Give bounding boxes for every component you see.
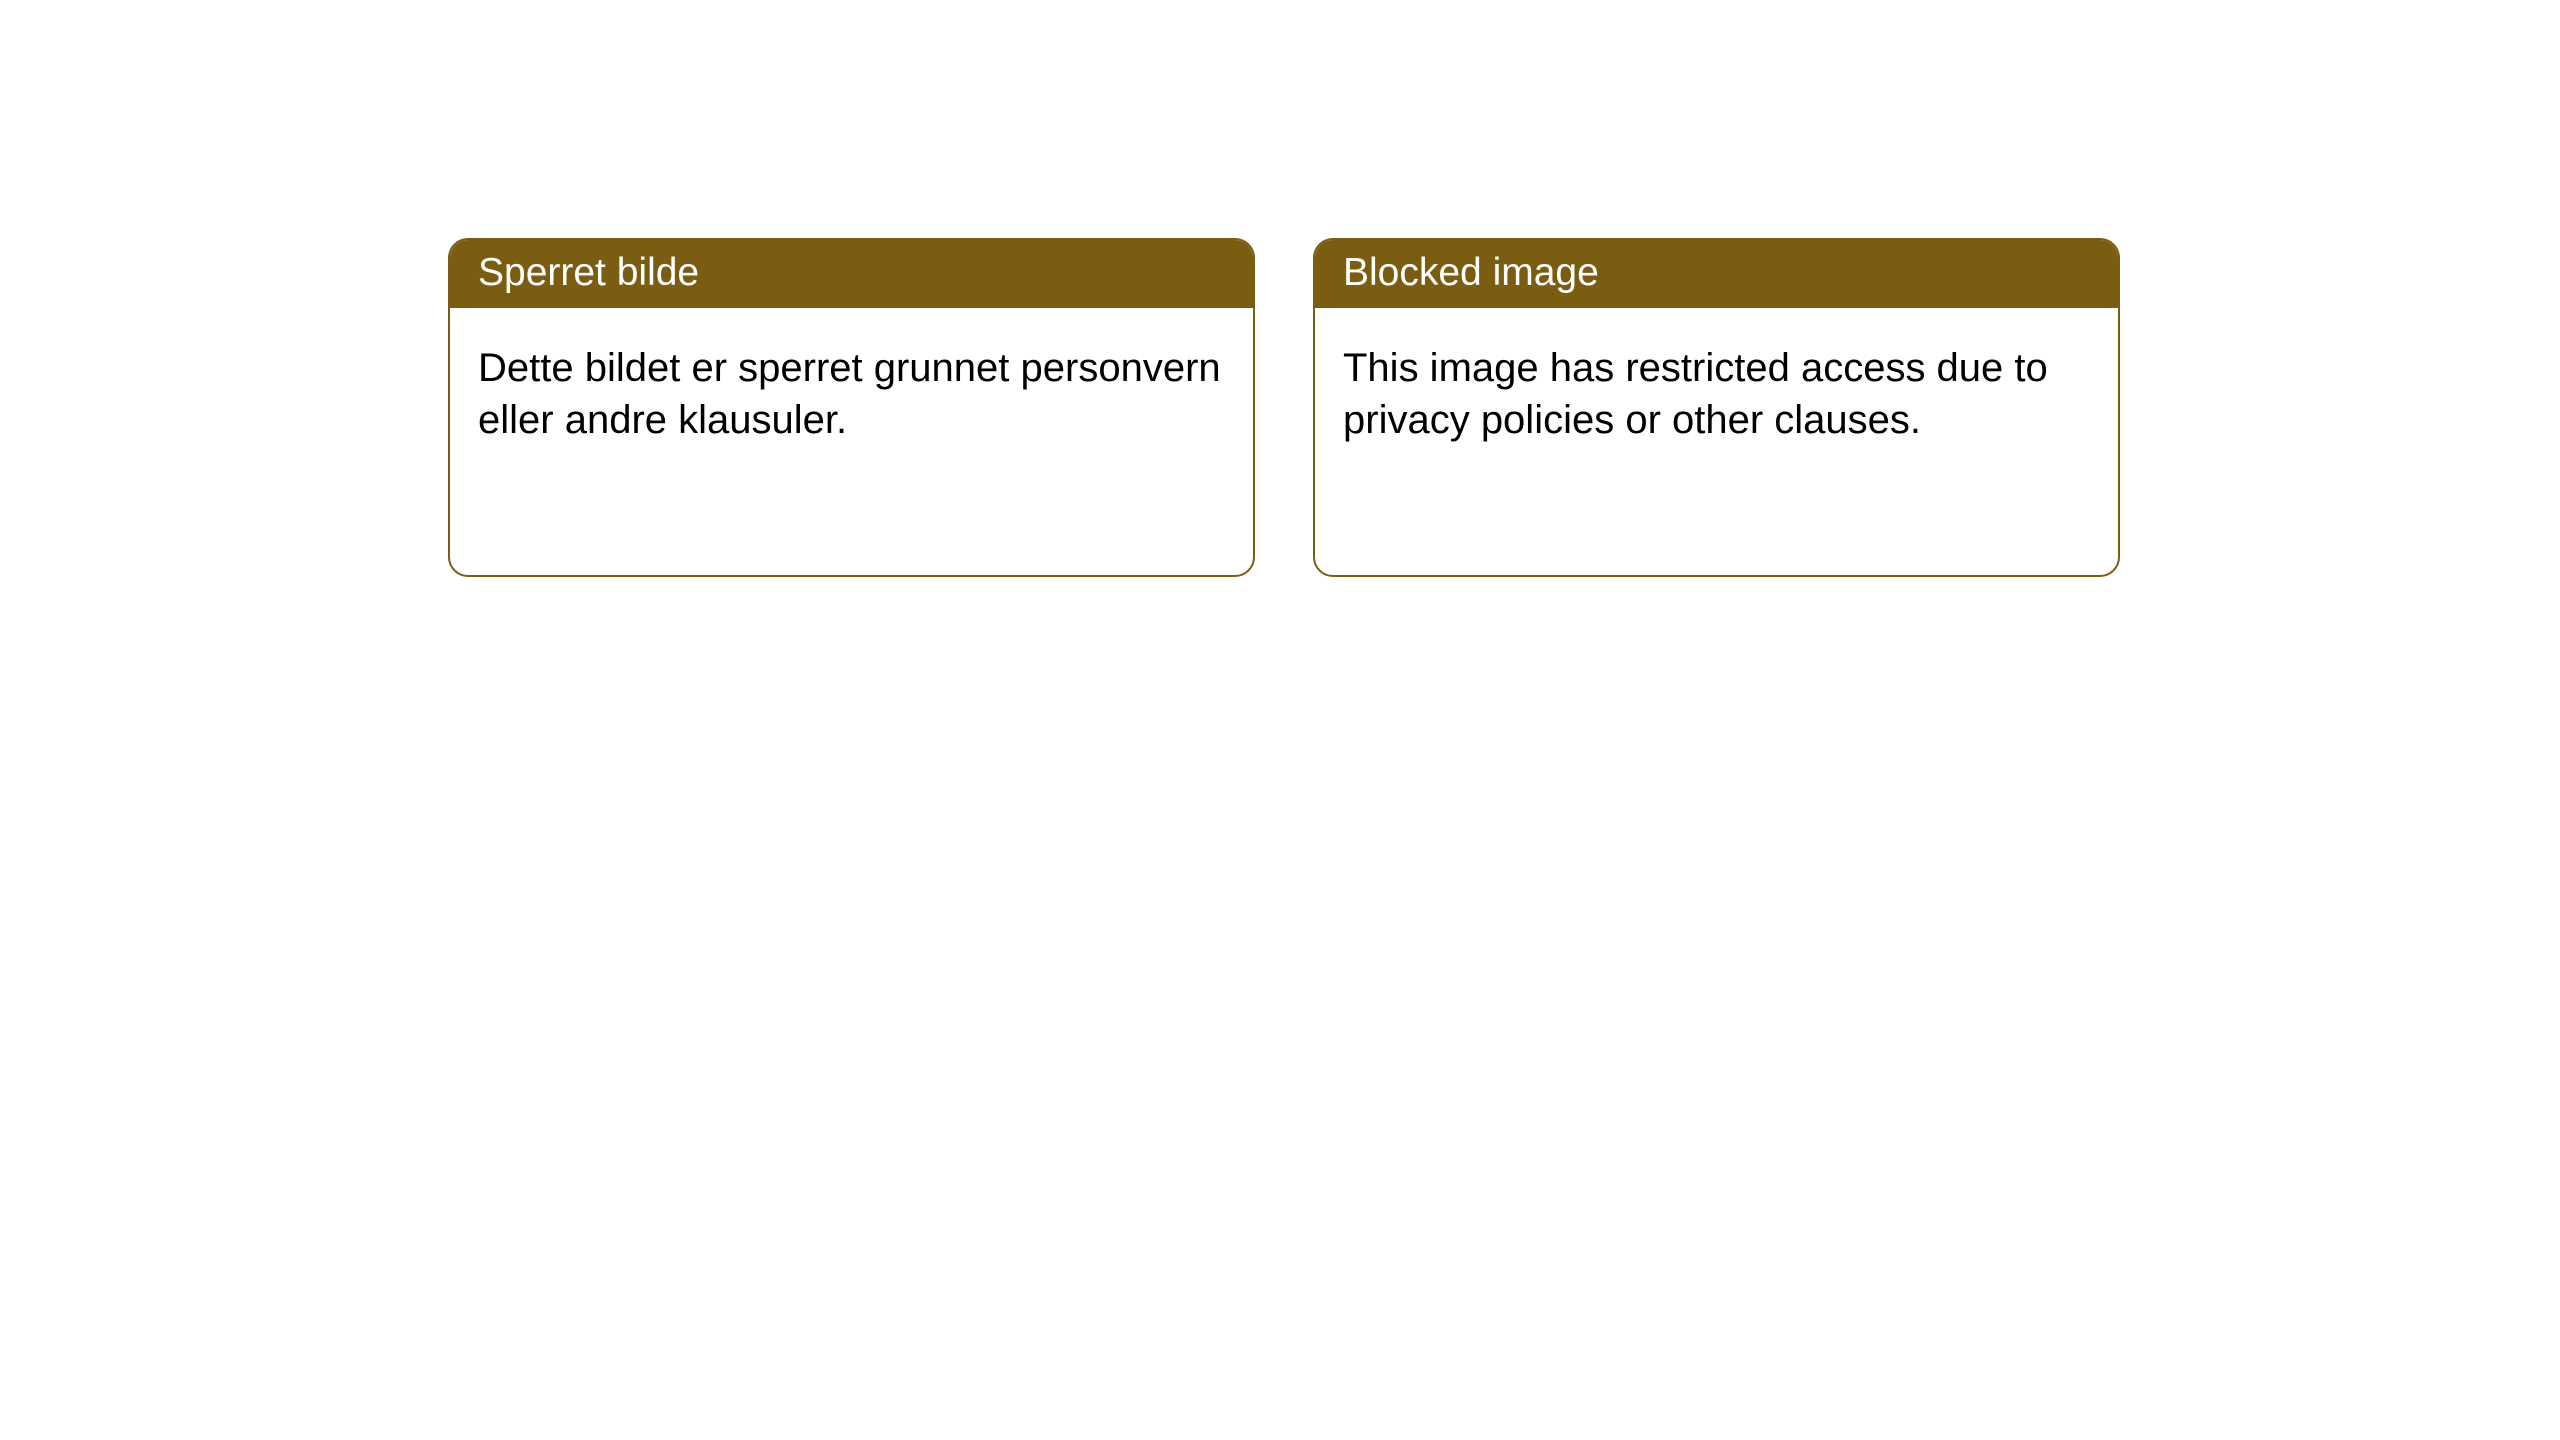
card-header: Sperret bilde <box>450 240 1253 308</box>
notice-cards-container: Sperret bilde Dette bildet er sperret gr… <box>0 0 2560 577</box>
card-header: Blocked image <box>1315 240 2118 308</box>
notice-card-english: Blocked image This image has restricted … <box>1313 238 2120 577</box>
card-body-text: Dette bildet er sperret grunnet personve… <box>478 346 1221 442</box>
card-title: Blocked image <box>1343 251 1599 294</box>
card-body: Dette bildet er sperret grunnet personve… <box>450 308 1253 466</box>
card-body: This image has restricted access due to … <box>1315 308 2118 466</box>
card-body-text: This image has restricted access due to … <box>1343 346 2048 442</box>
card-title: Sperret bilde <box>478 251 699 294</box>
notice-card-norwegian: Sperret bilde Dette bildet er sperret gr… <box>448 238 1255 577</box>
